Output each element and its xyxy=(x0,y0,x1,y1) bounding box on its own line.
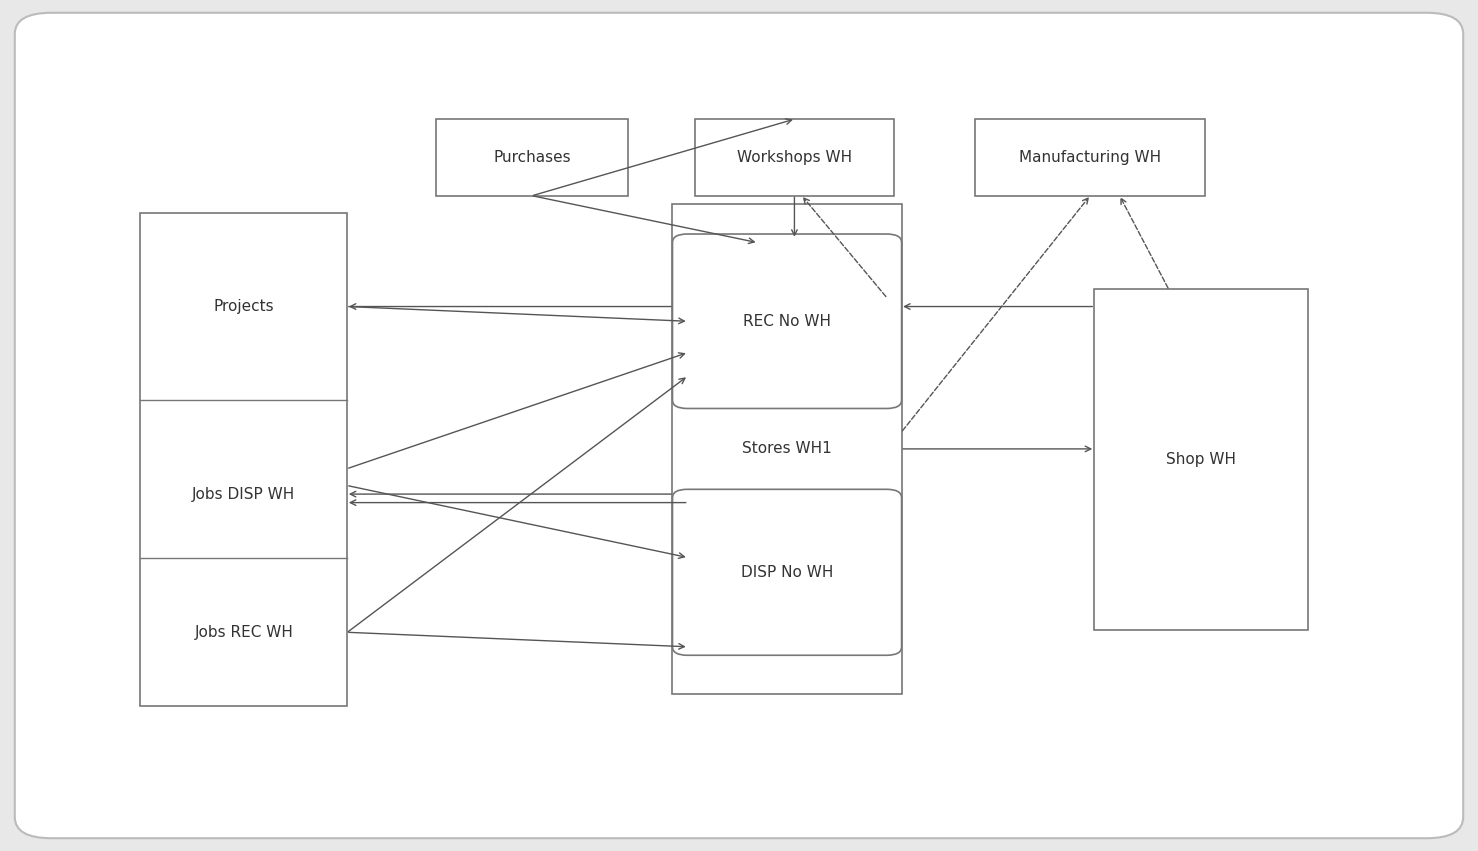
Text: Stores WH1: Stores WH1 xyxy=(742,442,832,456)
Bar xyxy=(140,213,347,706)
Text: Shop WH: Shop WH xyxy=(1166,452,1236,467)
FancyBboxPatch shape xyxy=(672,489,902,655)
Bar xyxy=(1094,289,1308,630)
Text: Manufacturing WH: Manufacturing WH xyxy=(1018,150,1162,165)
Bar xyxy=(672,204,902,694)
Text: Purchases: Purchases xyxy=(494,150,571,165)
Text: REC No WH: REC No WH xyxy=(743,314,831,328)
Text: Projects: Projects xyxy=(213,299,275,314)
Text: Jobs REC WH: Jobs REC WH xyxy=(195,625,293,640)
Text: Workshops WH: Workshops WH xyxy=(738,150,851,165)
Bar xyxy=(695,119,894,196)
Bar xyxy=(436,119,628,196)
Bar xyxy=(975,119,1205,196)
Text: Jobs DISP WH: Jobs DISP WH xyxy=(192,487,296,501)
FancyBboxPatch shape xyxy=(15,13,1463,838)
FancyBboxPatch shape xyxy=(672,234,902,408)
Text: DISP No WH: DISP No WH xyxy=(740,565,834,580)
